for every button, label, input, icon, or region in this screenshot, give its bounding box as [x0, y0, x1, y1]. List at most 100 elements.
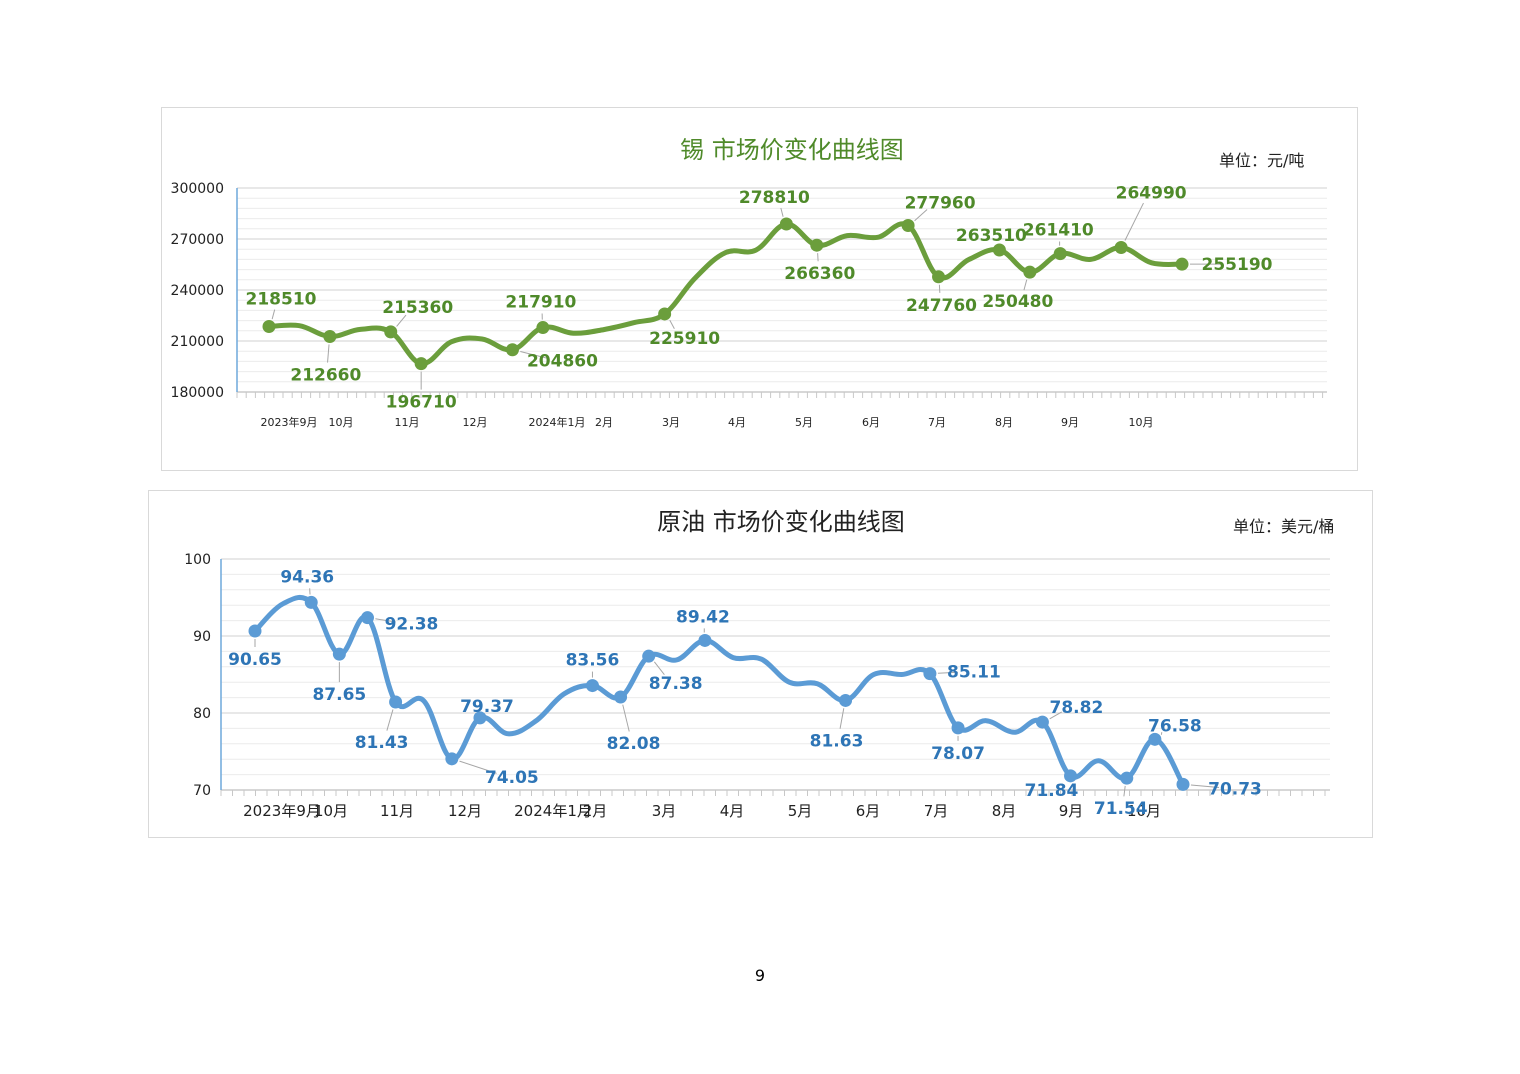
data-point — [1148, 732, 1162, 746]
data-point — [810, 238, 824, 252]
crude-oil-price-chart: 原油 市场价变化曲线图 单位：美元/桶 70 80 90 100 2023年9月 10月 11月… — [148, 490, 1373, 838]
tin-price-chart: 锡 市场价变化曲线图 单位：元/吨 180000 210000 240000 270000… — [161, 107, 1358, 471]
data-label: 89.42 — [676, 607, 730, 627]
data-point — [932, 270, 946, 284]
data-point — [262, 320, 276, 334]
data-label: 83.56 — [566, 651, 620, 671]
leader-line — [327, 344, 330, 363]
x-tick-label: 5月 — [795, 416, 813, 429]
leader-line — [520, 350, 547, 359]
data-label: 218510 — [246, 290, 317, 310]
data-label: 87.65 — [312, 685, 366, 705]
data-point — [1114, 241, 1128, 255]
data-label: 215360 — [382, 298, 453, 318]
unit-label: 单位：元/吨 — [1219, 151, 1304, 170]
page-number: 9 — [754, 966, 766, 985]
leader-line — [1124, 202, 1144, 241]
data-point — [1053, 247, 1067, 261]
leader-line — [839, 708, 845, 729]
data-point — [992, 243, 1006, 257]
data-label: 92.38 — [385, 615, 439, 635]
y-tick-label: 100 — [184, 552, 211, 568]
data-label: 78.07 — [931, 744, 985, 764]
x-tick-label: 4月 — [720, 802, 745, 820]
leader-line — [1190, 784, 1220, 788]
data-label: 76.58 — [1148, 716, 1202, 736]
x-tick-label: 2024年1月 — [514, 802, 592, 820]
x-tick-label: 8月 — [995, 416, 1013, 429]
data-label: 255190 — [1202, 255, 1273, 275]
x-tick-label: 4月 — [728, 416, 746, 429]
data-label: 70.73 — [1208, 779, 1262, 799]
x-tick-label: 10月 — [314, 802, 348, 820]
data-label: 79.37 — [460, 697, 514, 717]
x-tick-label: 8月 — [992, 802, 1017, 820]
data-point — [248, 624, 262, 638]
data-point — [779, 217, 793, 231]
leader-line — [1123, 785, 1126, 797]
y-tick-label: 90 — [193, 629, 211, 645]
x-tick-label: 6月 — [856, 802, 881, 820]
data-label: 94.36 — [280, 567, 334, 587]
x-tick-label: 10月 — [329, 416, 354, 429]
data-point — [323, 329, 337, 343]
data-label: 196710 — [386, 393, 457, 413]
data-label: 277960 — [905, 193, 976, 213]
data-point — [389, 695, 403, 709]
data-label: 90.65 — [228, 650, 282, 670]
data-point — [1064, 769, 1078, 783]
leader-line — [914, 209, 928, 222]
data-point — [384, 325, 398, 339]
data-label: 82.08 — [607, 734, 661, 754]
leader-line — [1023, 279, 1028, 291]
data-point — [414, 357, 428, 371]
data-label: 225910 — [649, 329, 720, 349]
y-tick-label: 180000 — [171, 385, 224, 401]
y-tick-label: 270000 — [171, 232, 224, 248]
x-tick-label: 12月 — [463, 416, 488, 429]
x-tick-label: 7月 — [928, 416, 946, 429]
leader-line — [396, 314, 407, 327]
data-point — [304, 595, 318, 609]
data-label: 81.63 — [810, 731, 864, 751]
data-point — [951, 721, 965, 735]
data-point — [839, 693, 853, 707]
data-point — [698, 633, 712, 647]
data-point — [1035, 715, 1049, 729]
data-point — [901, 218, 915, 232]
data-label: 81.43 — [355, 733, 409, 753]
x-tick-label: 10月 — [1127, 802, 1161, 820]
data-point — [1176, 777, 1190, 791]
y-tick-label: 240000 — [171, 283, 224, 299]
x-tick-label: 12月 — [448, 802, 482, 820]
x-tick-label: 2023年9月 — [243, 802, 321, 820]
data-point — [332, 647, 346, 661]
data-point — [473, 711, 487, 725]
x-tick-label: 5月 — [788, 802, 813, 820]
data-label: 74.05 — [485, 768, 539, 788]
data-label: 264990 — [1116, 184, 1187, 204]
data-point — [658, 307, 672, 321]
x-tick-label: 9月 — [1061, 416, 1079, 429]
data-label: 78.82 — [1050, 698, 1104, 718]
y-tick-label: 80 — [193, 706, 211, 722]
leader-line — [271, 309, 276, 320]
data-label: 247760 — [906, 296, 977, 316]
x-tick-label: 2月 — [583, 802, 608, 820]
data-point — [360, 611, 374, 625]
data-label: 261410 — [1023, 221, 1094, 241]
data-point — [536, 321, 550, 335]
leader-line — [386, 709, 394, 731]
chart-title: 原油 市场价变化曲线图 — [657, 508, 905, 536]
data-label: 278810 — [739, 188, 810, 208]
data-point — [1175, 257, 1189, 271]
leader-line — [669, 319, 675, 329]
data-point — [585, 679, 599, 693]
x-tick-label: 7月 — [924, 802, 949, 820]
x-tick-label: 11月 — [395, 416, 420, 429]
data-point — [1120, 771, 1134, 785]
tin-price-chart-svg: 锡 市场价变化曲线图 单位：元/吨 180000 210000 240000 270000… — [171, 136, 1327, 429]
data-label: 85.11 — [947, 663, 1001, 683]
data-point — [614, 690, 628, 704]
